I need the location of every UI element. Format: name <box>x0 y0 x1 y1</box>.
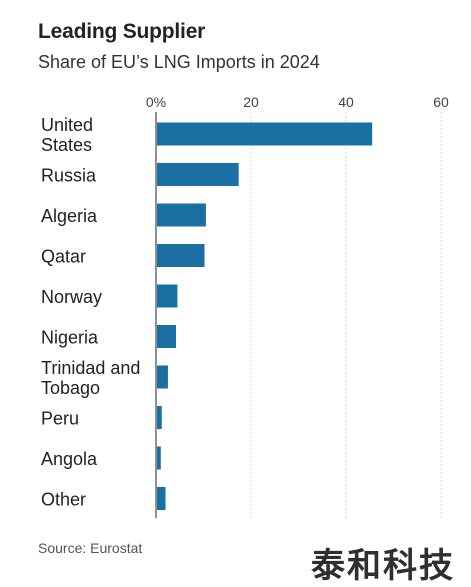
x-tick-label: 40 <box>338 94 354 110</box>
watermark-logo: 泰和科技 <box>311 546 455 586</box>
category-label: Tobago <box>41 378 100 398</box>
category-label: Angola <box>41 449 98 469</box>
bar <box>157 203 206 227</box>
x-tick-label: 20 <box>243 94 259 110</box>
category-label: Norway <box>41 287 102 307</box>
category-label: United <box>41 115 93 135</box>
category-label: Algeria <box>41 206 98 226</box>
bar <box>157 163 239 186</box>
category-label: Trinidad and <box>41 358 140 378</box>
bar <box>157 122 373 146</box>
bar <box>157 487 166 510</box>
category-label: Qatar <box>41 247 86 267</box>
category-label: States <box>41 135 92 155</box>
bar <box>157 406 162 429</box>
category-label: Peru <box>41 409 79 429</box>
category-label: Other <box>41 490 86 510</box>
x-tick-label: 0% <box>146 94 166 110</box>
chart-title: Leading Supplier <box>38 20 206 43</box>
bar <box>157 284 178 308</box>
bar <box>157 325 176 348</box>
source-note: Source: Eurostat <box>38 540 143 556</box>
category-label: Nigeria <box>41 328 99 348</box>
x-tick-label: 60 <box>433 94 449 110</box>
chart-subtitle: Share of EU’s LNG Imports in 2024 <box>38 52 320 72</box>
bar <box>157 365 168 389</box>
category-label: Russia <box>41 166 97 186</box>
bar <box>157 446 161 470</box>
bar <box>157 244 205 267</box>
